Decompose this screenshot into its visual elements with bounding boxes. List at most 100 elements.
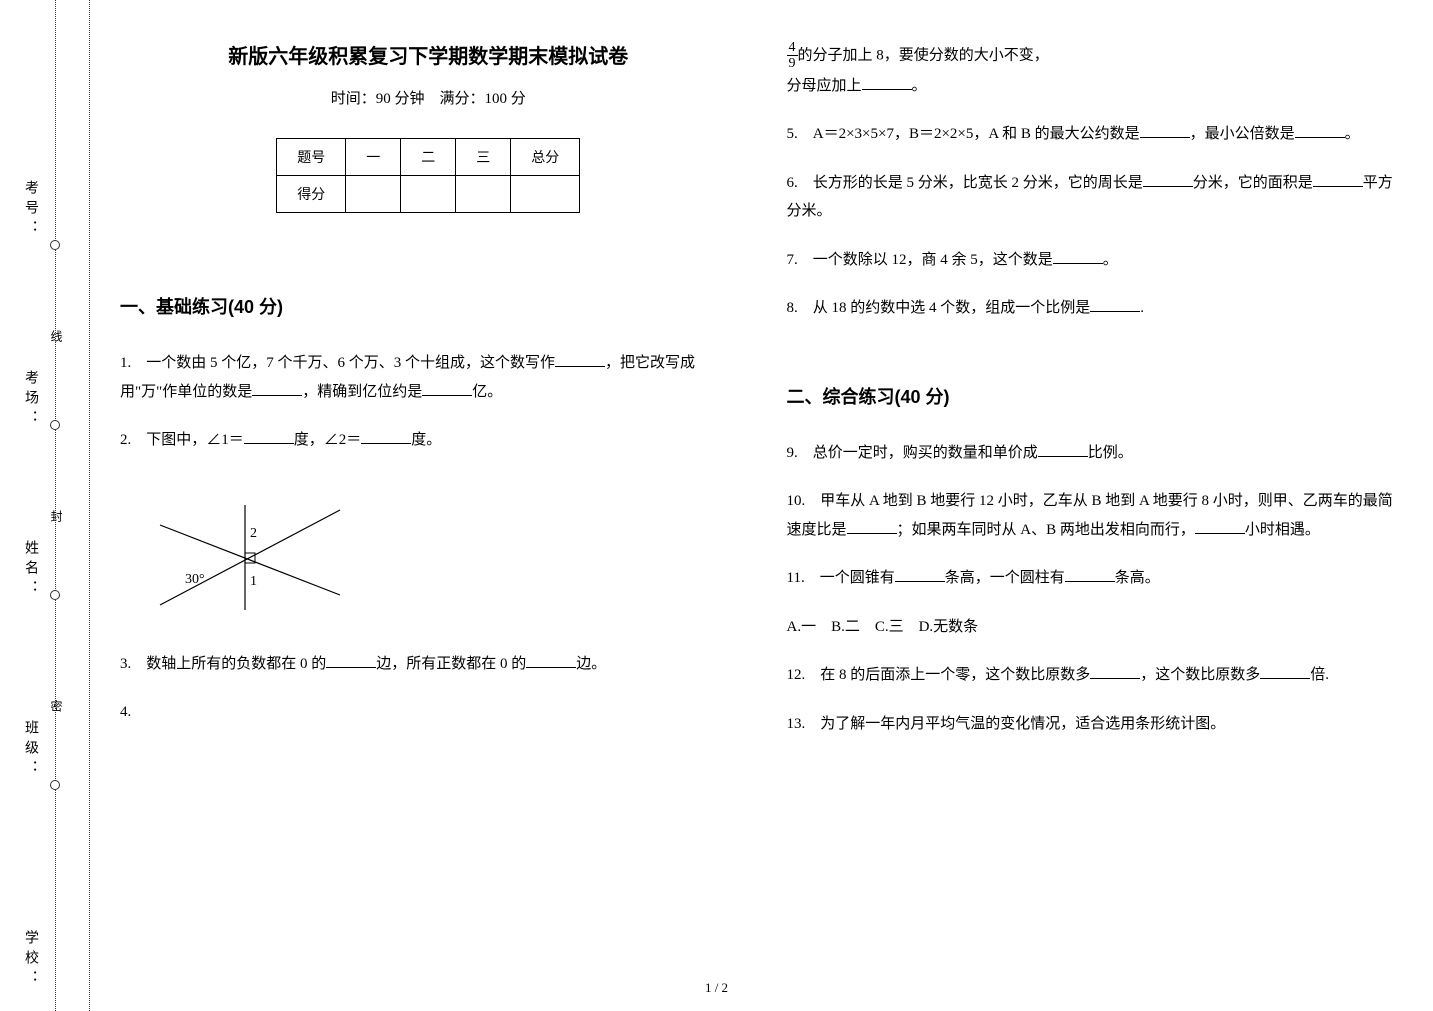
- q5-text: 。: [1345, 126, 1360, 142]
- q3-text: 边，所有正数都在 0 的: [376, 656, 526, 672]
- blank: [1038, 442, 1088, 457]
- circle-mark: [50, 590, 60, 600]
- question-11-options: A.一 B.二 C.三 D.无数条: [787, 613, 1404, 642]
- exam-title: 新版六年级积累复习下学期数学期末模拟试卷: [120, 40, 737, 69]
- blank: [895, 567, 945, 582]
- question-9: 9. 总价一定时，购买的数量和单价成 比例。: [787, 439, 1404, 468]
- td-score: [346, 176, 401, 213]
- seal-char-mi: 密: [48, 700, 65, 736]
- th-2: 二: [401, 139, 456, 176]
- blank: [1090, 297, 1140, 312]
- td-score: [456, 176, 511, 213]
- table-row: 得分: [277, 176, 580, 213]
- blank: [326, 653, 376, 668]
- circle-mark: [50, 780, 60, 790]
- q11-text: 11. 一个圆锥有: [787, 570, 895, 586]
- td-score-label: 得分: [277, 176, 346, 213]
- fraction-4-9: 4 9: [787, 40, 798, 72]
- main-content: 新版六年级积累复习下学期数学期末模拟试卷 时间：90 分钟 满分：100 分 题…: [90, 0, 1433, 1011]
- label-name: 姓名：: [20, 540, 40, 600]
- q10-text: ；如果两车同时从 A、B 两地出发相向而行，: [897, 522, 1195, 538]
- section-1-title: 一、基础练习(40 分): [120, 293, 737, 319]
- blank: [1260, 664, 1310, 679]
- question-1: 1. 一个数由 5 个亿，7 个千万、6 个万、3 个十组成，这个数写作，把它改…: [120, 349, 737, 406]
- th-3: 三: [456, 139, 511, 176]
- left-column: 新版六年级积累复习下学期数学期末模拟试卷 时间：90 分钟 满分：100 分 题…: [120, 40, 737, 991]
- q9-text: 比例。: [1088, 445, 1133, 461]
- q1-text: 亿。: [472, 384, 502, 400]
- q1-text: 1. 一个数由 5 个亿，7 个千万、6 个万、3 个十组成，这个数写作: [120, 355, 555, 371]
- q9-text: 9. 总价一定时，购买的数量和单价成: [787, 445, 1038, 461]
- question-7: 7. 一个数除以 12，商 4 余 5，这个数是 。: [787, 246, 1404, 275]
- blank: [862, 75, 912, 90]
- blank: [1195, 519, 1245, 534]
- question-6: 6. 长方形的长是 5 分米，比宽长 2 分米，它的周长是分米，它的面积是平方分…: [787, 169, 1404, 226]
- q3-text: 边。: [576, 656, 606, 672]
- label-school: 学校：: [20, 930, 40, 990]
- q3-text: 3. 数轴上所有的负数都在 0 的: [120, 656, 326, 672]
- angle-diagram: 30° 1 2: [150, 495, 737, 620]
- question-2: 2. 下图中，∠1＝ 度，∠2＝ 度。: [120, 426, 737, 455]
- q5-text: 5. A＝2×3×5×7，B＝2×2×5，A 和 B 的最大公约数是: [787, 126, 1140, 142]
- question-8: 8. 从 18 的约数中选 4 个数，组成一个比例是.: [787, 294, 1404, 323]
- blank: [1313, 172, 1363, 187]
- blank: [1295, 123, 1345, 138]
- question-5: 5. A＝2×3×5×7，B＝2×2×5，A 和 B 的最大公约数是，最小公倍数…: [787, 120, 1404, 149]
- blank: [1065, 567, 1115, 582]
- q2-text: 2. 下图中，∠1＝: [120, 432, 244, 448]
- label-room: 考场：: [20, 370, 40, 430]
- question-10: 10. 甲车从 A 地到 B 地要行 12 小时，乙车从 B 地到 A 地要行 …: [787, 487, 1404, 544]
- page-number: 1 / 2: [705, 980, 728, 996]
- blank: [1053, 249, 1103, 264]
- blank: [244, 429, 294, 444]
- blank: [847, 519, 897, 534]
- q7-text: 7. 一个数除以 12，商 4 余 5，这个数是: [787, 252, 1053, 268]
- q6-text: 分米，它的面积是: [1193, 175, 1313, 191]
- q2-text: 度。: [411, 432, 441, 448]
- binding-sidebar: 学校： 班级： 姓名： 考场： 考号： 密 封 线: [0, 0, 90, 1011]
- question-3: 3. 数轴上所有的负数都在 0 的 边，所有正数都在 0 的 边。: [120, 650, 737, 679]
- frac-num: 4: [787, 40, 798, 56]
- table-row: 题号 一 二 三 总分: [277, 139, 580, 176]
- question-12: 12. 在 8 的后面添上一个零，这个数比原数多 ，这个数比原数多 倍.: [787, 661, 1404, 690]
- label-id: 考号：: [20, 180, 40, 240]
- q11-text: 条高。: [1115, 570, 1160, 586]
- circle-mark: [50, 240, 60, 250]
- q2-text: 度，∠2＝: [294, 432, 362, 448]
- blank: [555, 352, 605, 367]
- blank: [422, 381, 472, 396]
- q12-text: ，这个数比原数多: [1140, 667, 1260, 683]
- q6-text: 6. 长方形的长是 5 分米，比宽长 2 分米，它的周长是: [787, 175, 1143, 191]
- blank: [1143, 172, 1193, 187]
- th-1: 一: [346, 139, 401, 176]
- blank: [526, 653, 576, 668]
- question-4-label: 4.: [120, 698, 737, 727]
- blank: [252, 381, 302, 396]
- circle-mark: [50, 420, 60, 430]
- angle-1-label: 1: [250, 574, 257, 589]
- th-num: 题号: [277, 139, 346, 176]
- q8-text: 8. 从 18 的约数中选 4 个数，组成一个比例是: [787, 300, 1091, 316]
- td-score: [401, 176, 456, 213]
- q4-text: 。: [912, 78, 927, 94]
- seal-char-feng: 封: [48, 510, 65, 546]
- q8-text: .: [1140, 300, 1144, 316]
- angle-2-label: 2: [250, 526, 257, 541]
- q12-text: 12. 在 8 的后面添上一个零，这个数比原数多: [787, 667, 1091, 683]
- angle-svg: 30° 1 2: [150, 495, 350, 615]
- q4-text: 分母应加上: [787, 78, 862, 94]
- blank: [361, 429, 411, 444]
- q12-text: 倍.: [1310, 667, 1329, 683]
- q7-text: 。: [1103, 252, 1118, 268]
- th-total: 总分: [511, 139, 580, 176]
- angle-30-label: 30°: [185, 572, 205, 587]
- td-score: [511, 176, 580, 213]
- q11-text: 条高，一个圆柱有: [945, 570, 1065, 586]
- label-class: 班级：: [20, 720, 40, 780]
- section-2-title: 二、综合练习(40 分): [787, 383, 1404, 409]
- blank: [1090, 664, 1140, 679]
- q10-text: 小时相遇。: [1245, 522, 1320, 538]
- blank: [1140, 123, 1190, 138]
- question-11: 11. 一个圆锥有 条高，一个圆柱有 条高。: [787, 564, 1404, 593]
- q4-text: 的分子加上 8，要使分数的大小不变，: [798, 47, 1049, 63]
